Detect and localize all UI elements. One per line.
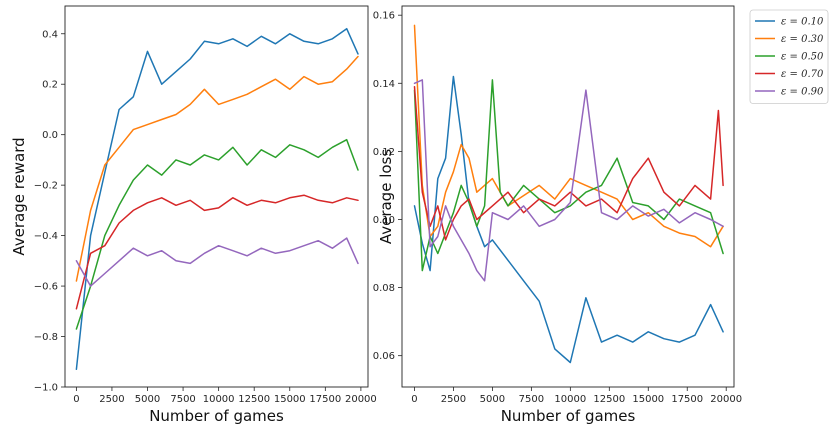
legend-label: ε = 0.10	[781, 17, 824, 28]
series-line-4	[75, 194, 359, 310]
plot-frame	[401, 5, 735, 388]
y-tick-label: −0.4	[34, 231, 58, 242]
x-tick-label: 20000	[710, 394, 742, 405]
series-line-2	[413, 24, 724, 248]
y-tick-label: 0.2	[42, 80, 58, 91]
series-line-3	[413, 79, 724, 272]
legend-label: ε = 0.70	[781, 69, 824, 80]
x-tick-label: 15000	[632, 394, 664, 405]
y-axis-label: Average loss	[377, 149, 395, 245]
x-tick-label: 12500	[593, 394, 625, 405]
y-tick-label: −0.2	[34, 181, 58, 192]
x-tick-label: 17500	[309, 394, 341, 405]
x-tick-label: 20000	[345, 394, 377, 405]
plot-frame	[64, 5, 369, 388]
legend-label: ε = 0.90	[781, 87, 824, 98]
x-tick-label: 7500	[519, 394, 544, 405]
x-axis-label: Number of games	[149, 407, 284, 425]
panel-1: 0 2500 5000 7500 10000 12500 15000 17500 20000 −1…	[10, 5, 377, 425]
legend-label: ε = 0.50	[781, 52, 824, 63]
x-tick-label: 5000	[135, 394, 160, 405]
x-axis-label: Number of games	[501, 407, 636, 425]
x-tick-label: 10000	[203, 394, 235, 405]
series-line-1	[413, 75, 724, 364]
y-tick-label: 0.16	[373, 11, 395, 22]
y-tick-label: 0.14	[373, 79, 395, 90]
legend-box	[749, 9, 829, 104]
x-tick-label: 7500	[170, 394, 195, 405]
y-tick-label: 0.08	[373, 283, 395, 294]
y-tick-label: 0.4	[42, 29, 58, 40]
y-tick-label: 0.12	[373, 147, 395, 158]
x-tick-label: 2500	[99, 394, 124, 405]
y-tick-label: 0.10	[373, 215, 395, 226]
y-axis-label: Average reward	[10, 137, 28, 255]
legend-label: ε = 0.30	[781, 34, 824, 45]
series-line-2	[75, 55, 359, 282]
x-tick-label: 0	[73, 394, 79, 405]
series-line-3	[75, 138, 359, 330]
y-tick-label: −0.8	[34, 332, 58, 343]
series-line-5	[413, 79, 724, 282]
y-tick-label: −0.6	[34, 282, 58, 293]
x-tick-label: 17500	[671, 394, 703, 405]
x-tick-label: 15000	[274, 394, 306, 405]
series-line-1	[75, 27, 359, 371]
x-tick-label: 2500	[441, 394, 466, 405]
legend: ε = 0.10 ε = 0.30 ε = 0.50 ε = 0.70 ε = 0.90	[749, 9, 829, 104]
panel-2: 0 2500 5000 7500 10000 12500 15000 17500 20000 0.…	[373, 5, 829, 425]
x-tick-label: 12500	[238, 394, 270, 405]
y-tick-label: 0.06	[373, 351, 395, 362]
x-tick-label: 10000	[554, 394, 586, 405]
series-line-4	[413, 85, 724, 241]
x-tick-label: 5000	[480, 394, 505, 405]
y-tick-label: 0.0	[42, 130, 58, 141]
x-tick-label: 0	[411, 394, 417, 405]
y-tick-label: −1.0	[34, 383, 58, 394]
series-line-5	[75, 237, 359, 287]
